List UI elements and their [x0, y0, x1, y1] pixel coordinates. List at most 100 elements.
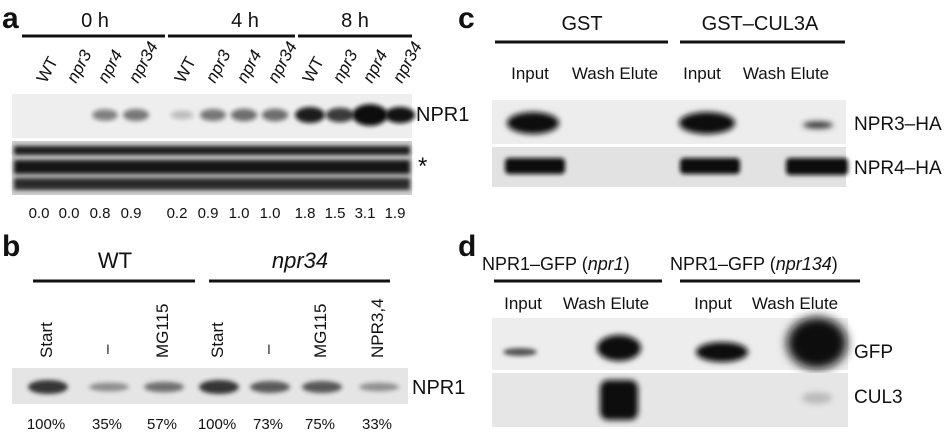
band-a-npr1	[352, 104, 388, 126]
blot-label-npr4-ha: NPR4–HA	[854, 158, 942, 179]
panel-c: c GST GST–CUL3A Input Wash Elute Input W…	[458, 2, 942, 187]
band-a-npr1	[92, 109, 118, 121]
band-a-npr1	[230, 108, 258, 122]
bands-c-npr4	[505, 158, 848, 175]
quant-value-b: 57%	[147, 416, 177, 433]
lane-label-a: WT	[171, 54, 200, 86]
quant-value-a: 1.8	[295, 205, 316, 222]
lane-label-a: npr34	[264, 39, 301, 86]
col-input-d1: Input	[504, 294, 542, 313]
blot-d-cul3	[492, 373, 848, 427]
col-wash-elute-d2: Wash Elute	[752, 294, 838, 313]
band-a-npr1	[200, 109, 226, 121]
blot-label-a-npr1: NPR1	[416, 104, 469, 126]
quant-value-a: 1.5	[325, 205, 346, 222]
band-a-npr1	[295, 107, 325, 123]
lane-label-b: MG115	[311, 304, 330, 359]
bands-a-npr1	[92, 104, 416, 126]
lane-label-a: npr4	[94, 47, 127, 86]
panel-d-letter: d	[458, 230, 476, 263]
lane-label-a: npr3	[202, 46, 235, 85]
timepoint-4h: 4 h	[231, 10, 259, 32]
lane-label-b: MG115	[153, 304, 172, 359]
blot-label-cul3: CUL3	[854, 387, 903, 408]
panel-b-letter: b	[2, 230, 20, 263]
col-wash-elute-d1: Wash Elute	[563, 294, 649, 313]
band-a-npr1	[170, 110, 194, 120]
band-a-npr1	[325, 107, 355, 123]
lane-label-b: –	[97, 344, 116, 354]
band-a-npr1	[123, 109, 149, 121]
quant-value-a: 3.1	[355, 205, 376, 222]
band-b-npr1	[302, 381, 342, 393]
quant-value-b: 100%	[198, 416, 236, 433]
band-b-npr1	[199, 380, 239, 394]
blot-label-b-npr1: NPR1	[412, 377, 465, 399]
bands-d-gfp	[503, 317, 847, 369]
quant-value-a: 1.0	[260, 205, 281, 222]
band-a-npr1	[384, 106, 416, 124]
col-input-d2: Input	[694, 294, 732, 313]
quant-value-b: 100%	[27, 416, 65, 433]
loading-bands	[14, 146, 410, 190]
loading-marker: *	[418, 153, 427, 180]
quant-value-a: 0.2	[167, 205, 188, 222]
lane-labels-b: Start – MG115 Start – MG115 NPR3,4	[37, 298, 387, 358]
quant-a: 0.0 0.0 0.8 0.9 0.2 0.9 1.0 1.0 1.8 1.5 3.1 1.9	[29, 205, 406, 222]
blot-label-npr3-ha: NPR3–HA	[854, 114, 942, 135]
quant-value-b: 75%	[305, 416, 335, 433]
panel-a-letter: a	[2, 2, 19, 35]
quant-value-a: 0.9	[121, 205, 142, 222]
lane-label-a: WT	[299, 54, 328, 86]
timepoint-0h: 0 h	[81, 10, 109, 32]
lane-label-a: WT	[33, 54, 62, 86]
quant-value-a: 0.9	[198, 205, 219, 222]
quant-value-a: 1.9	[385, 205, 406, 222]
col-wash-elute-1: Wash Elute	[572, 64, 658, 83]
timepoint-8h: 8 h	[341, 10, 369, 32]
panel-d: d NPR1–GFP (npr1) NPR1–GFP (npr134) Inpu…	[458, 230, 903, 427]
lane-label-a: npr3	[63, 46, 96, 85]
lane-label-a: npr4	[233, 47, 266, 86]
lane-label-a: npr3	[329, 46, 362, 85]
group-npr1-gfp-npr134: NPR1–GFP (npr134)	[670, 254, 838, 274]
band-b-npr1	[144, 381, 184, 393]
quant-value-a: 0.8	[90, 205, 111, 222]
bands-c-npr3	[507, 112, 833, 134]
col-input-1: Input	[511, 64, 549, 83]
lane-label-b: Start	[208, 322, 227, 358]
band-b-npr1	[250, 381, 290, 393]
quant-value-a: 0.0	[59, 205, 80, 222]
lane-label-a: npr34	[125, 39, 162, 86]
quant-b: 100% 35% 57% 100% 73% 75% 33%	[27, 416, 392, 433]
lane-label-a: npr4	[359, 47, 392, 86]
band-b-npr1	[28, 380, 68, 394]
quant-value-b: 33%	[362, 416, 392, 433]
band-b-npr1	[359, 382, 399, 392]
blot-label-gfp: GFP	[854, 342, 893, 363]
panel-c-letter: c	[458, 2, 475, 35]
bands-d-cul3	[600, 380, 832, 420]
group-gst-cul3a: GST–CUL3A	[702, 13, 819, 35]
panel-b: b WT npr34 Start – MG115 Start – MG115 NPR3,4 …	[2, 230, 465, 433]
lane-label-a: npr34	[389, 39, 426, 86]
group-npr34: npr34	[272, 248, 328, 273]
group-npr1-gfp-npr1: NPR1–GFP (npr1)	[482, 254, 630, 274]
lane-label-b: –	[258, 344, 277, 354]
lane-label-b: Start	[37, 322, 56, 358]
group-wt: WT	[98, 248, 132, 273]
band-b-npr1	[89, 382, 129, 392]
quant-value-b: 35%	[92, 416, 122, 433]
group-gst: GST	[561, 13, 602, 35]
bands-b-npr1	[28, 380, 399, 394]
quant-value-b: 73%	[253, 416, 283, 433]
quant-value-a: 0.0	[29, 205, 50, 222]
band-a-npr1	[261, 108, 289, 122]
quant-value-a: 1.0	[229, 205, 250, 222]
col-input-2: Input	[683, 64, 721, 83]
lane-label-b: NPR3,4	[368, 298, 387, 358]
